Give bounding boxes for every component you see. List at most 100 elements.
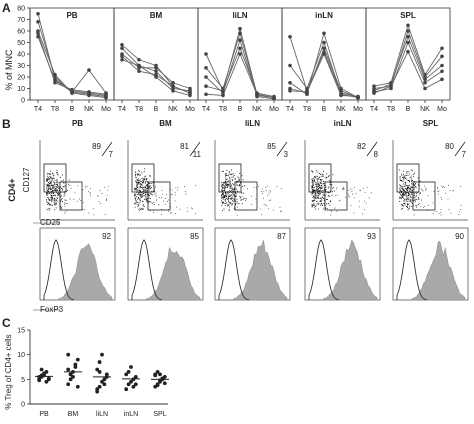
cell-dot [134, 206, 136, 208]
cell-dot [317, 202, 319, 204]
cell-dot [318, 190, 320, 191]
data-point [272, 95, 276, 100]
cell-dot [403, 189, 405, 191]
cell-dot [409, 195, 411, 197]
cell-dot [161, 189, 163, 191]
cell-dot [320, 198, 322, 200]
cell-dot [224, 195, 226, 197]
cell-dot [406, 200, 408, 202]
cell-dot [142, 192, 144, 194]
data-point [154, 66, 158, 70]
cell-dot [150, 175, 152, 177]
cell-dot [320, 204, 321, 206]
cell-dot [48, 178, 49, 180]
cell-dot [229, 183, 231, 185]
cell-dot [325, 186, 327, 188]
cell-dot [415, 185, 417, 187]
cell-dot [59, 177, 61, 179]
data-point [120, 54, 124, 59]
cell-dot [49, 175, 51, 177]
cell-dot [314, 180, 316, 182]
cell-dot [316, 200, 318, 202]
cell-dot [410, 199, 411, 201]
cell-dot [458, 211, 460, 213]
c-data-point [75, 357, 80, 362]
cell-dot [58, 193, 60, 194]
panel-b-cd4-label: CD4+ [7, 178, 17, 201]
cell-dot [56, 186, 58, 188]
cell-dot [56, 198, 58, 200]
cell-dot [142, 186, 144, 188]
cell-dot [145, 190, 147, 192]
cell-dot [146, 200, 148, 202]
cell-dot [313, 204, 315, 206]
x-tick-label: B [406, 106, 411, 113]
cell-dot [404, 192, 406, 193]
cell-dot [352, 193, 353, 195]
cell-dot [82, 208, 84, 210]
cell-dot [146, 184, 148, 186]
cell-dot [227, 181, 229, 182]
cell-dot [410, 189, 411, 191]
cell-dot [322, 176, 324, 177]
cell-dot [408, 194, 410, 196]
cell-dot [230, 201, 232, 203]
cell-dot [410, 187, 412, 189]
cell-dot [266, 205, 268, 207]
cell-dot [315, 192, 317, 194]
cell-dot [318, 183, 320, 185]
cell-dot [239, 197, 241, 199]
foxp3-histogram [145, 246, 201, 301]
cell-dot [414, 172, 415, 174]
cell-dot [51, 181, 52, 183]
cell-dot [409, 173, 411, 175]
cell-dot [138, 169, 140, 171]
cell-dot [185, 191, 186, 193]
cell-dot [315, 175, 317, 177]
cell-dot [232, 183, 234, 185]
cell-dot [232, 189, 234, 191]
panel-c-label: C [2, 316, 11, 330]
cell-dot [317, 208, 319, 210]
cell-dot [229, 206, 231, 208]
cell-dot [57, 181, 58, 183]
cell-dot [414, 199, 416, 201]
cell-dot [135, 202, 137, 204]
data-point [120, 57, 124, 62]
cell-dot [49, 180, 51, 182]
cell-dot [331, 194, 333, 196]
cell-dot [443, 186, 445, 188]
cell-dot [315, 205, 317, 207]
cell-dot [227, 183, 229, 185]
cell-dot [244, 198, 246, 200]
cell-dot [221, 186, 223, 188]
cell-dot [150, 187, 152, 188]
data-point [137, 63, 141, 68]
cell-dot [418, 197, 420, 199]
cell-dot [221, 190, 223, 192]
cell-dot [408, 196, 410, 198]
cell-dot [174, 191, 176, 193]
cell-dot [150, 197, 151, 199]
cell-dot [326, 176, 328, 178]
cell-dot [228, 199, 230, 201]
cell-dot [339, 199, 341, 201]
cell-dot [404, 200, 406, 202]
cell-dot [229, 188, 231, 190]
cell-dot [415, 183, 417, 185]
cell-dot [236, 184, 238, 186]
cell-dot [417, 177, 419, 179]
cell-dot [55, 186, 57, 188]
cell-dot [414, 197, 416, 199]
cell-dot [413, 196, 414, 198]
c-data-point [66, 382, 71, 387]
cell-dot [317, 184, 319, 186]
cell-dot [223, 197, 225, 199]
data-point [137, 57, 141, 62]
cell-dot [319, 173, 320, 174]
cell-dot [60, 206, 62, 208]
cell-dot [319, 179, 321, 181]
cell-dot [46, 199, 48, 201]
cell-dot [402, 188, 404, 190]
cell-dot [139, 199, 141, 201]
